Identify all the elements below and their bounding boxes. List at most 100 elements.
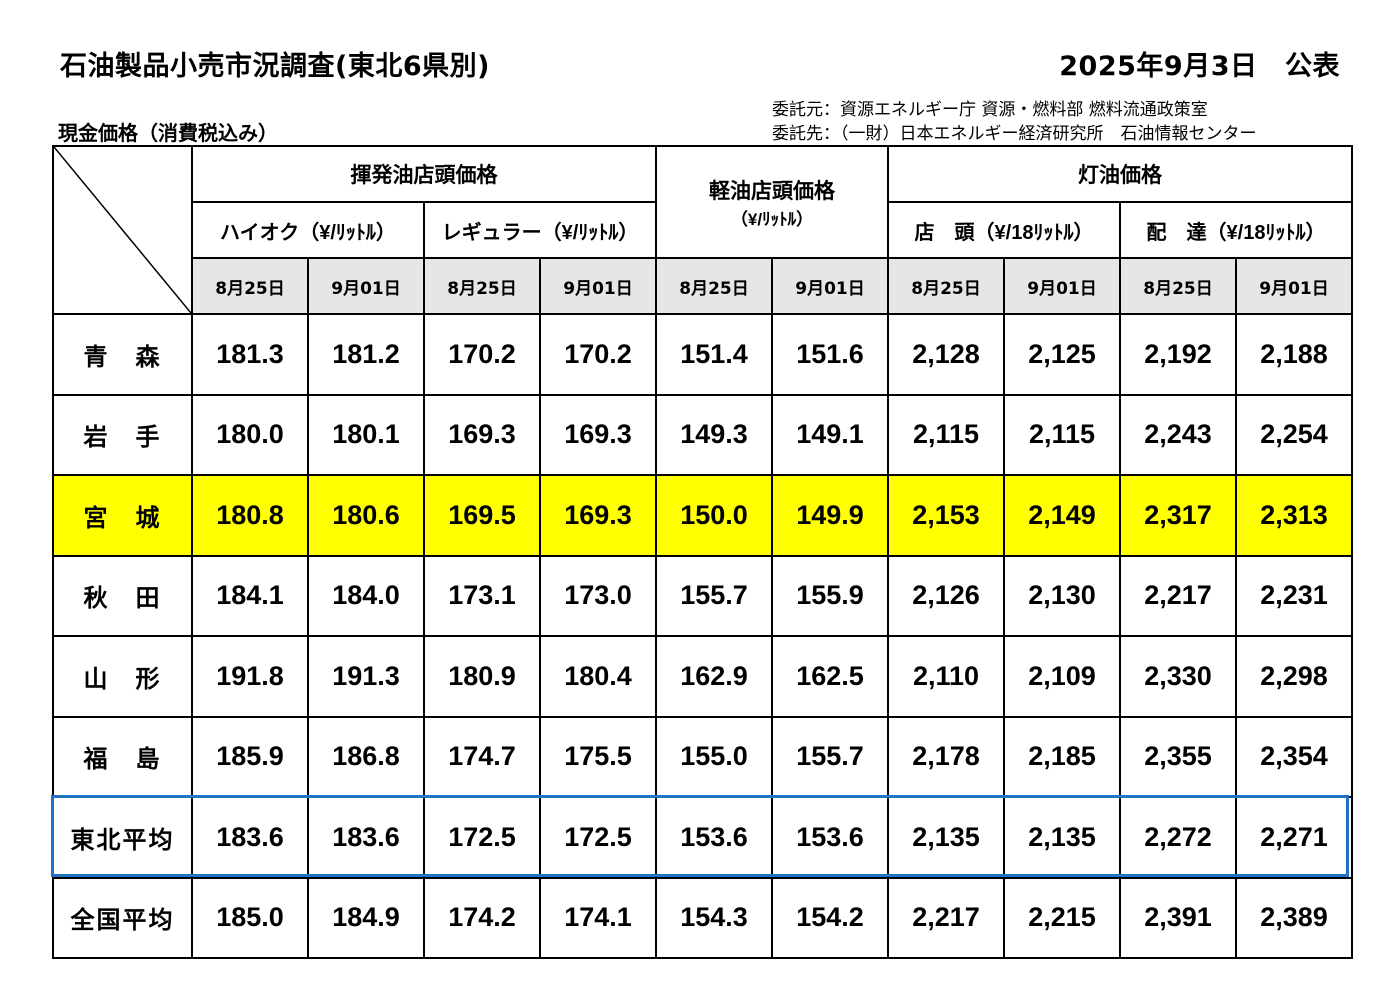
gasoline-group-header: 揮発油店頭価格: [191, 145, 657, 203]
high-octane-header: ハイオク（¥/ﾘｯﾄﾙ）: [191, 201, 425, 259]
price-cell: 172.5: [539, 796, 657, 879]
price-cell: 155.0: [655, 715, 773, 798]
table-row: 東北平均 183.6 183.6 172.5 172.5 153.6 153.6 2,135 2…: [52, 796, 1353, 879]
price-cell: 175.5: [539, 715, 657, 798]
price-cell: 180.0: [191, 393, 309, 476]
price-cell: 154.3: [655, 876, 773, 959]
price-cell: 2,126: [887, 554, 1005, 637]
price-cell: 180.6: [307, 474, 425, 557]
price-cell: 2,215: [1003, 876, 1121, 959]
price-cell: 183.6: [307, 796, 425, 879]
price-cell: 172.5: [423, 796, 541, 879]
price-cell: 155.9: [771, 554, 889, 637]
price-cell: 191.8: [191, 635, 309, 718]
price-cell: 2,391: [1119, 876, 1237, 959]
date-header: 9月01日: [1235, 257, 1353, 315]
price-cell: 2,125: [1003, 313, 1121, 396]
price-cell: 184.9: [307, 876, 425, 959]
price-cell: 2,135: [1003, 796, 1121, 879]
price-cell: 174.2: [423, 876, 541, 959]
prefecture-name: 東北平均: [52, 796, 193, 879]
price-cell: 181.2: [307, 313, 425, 396]
kerosene-store-header: 店 頭（¥/18ﾘｯﾄﾙ）: [887, 201, 1121, 259]
table-body: 青 森 181.3 181.2 170.2 170.2 151.4 151.6 2,128 2,…: [52, 313, 1353, 959]
price-cell: 2,185: [1003, 715, 1121, 798]
prefecture-name: 青 森: [52, 313, 193, 396]
table-row: 福 島 185.9 186.8 174.7 175.5 155.0 155.7 2,178 2,…: [52, 715, 1353, 798]
price-basis-label: 現金価格（消費税込み）: [58, 121, 278, 145]
table-row: 岩 手 180.0 180.1 169.3 169.3 149.3 149.1 2,115 2,…: [52, 393, 1353, 476]
price-cell: 2,109: [1003, 635, 1121, 718]
kerosene-delivery-header: 配 達（¥/18ﾘｯﾄﾙ）: [1119, 201, 1353, 259]
price-cell: 2,110: [887, 635, 1005, 718]
price-cell: 184.0: [307, 554, 425, 637]
price-cell: 180.4: [539, 635, 657, 718]
price-cell: 2,149: [1003, 474, 1121, 557]
price-cell: 2,271: [1235, 796, 1353, 879]
price-cell: 2,130: [1003, 554, 1121, 637]
price-cell: 2,355: [1119, 715, 1237, 798]
price-cell: 169.3: [539, 393, 657, 476]
price-cell: 185.9: [191, 715, 309, 798]
date-header: 8月25日: [191, 257, 309, 315]
price-cell: 169.3: [539, 474, 657, 557]
price-cell: 150.0: [655, 474, 773, 557]
date-header: 9月01日: [307, 257, 425, 315]
price-cell: 2,192: [1119, 313, 1237, 396]
prefecture-name: 福 島: [52, 715, 193, 798]
price-cell: 2,115: [887, 393, 1005, 476]
date-header: 8月25日: [423, 257, 541, 315]
price-cell: 180.9: [423, 635, 541, 718]
price-cell: 170.2: [539, 313, 657, 396]
price-cell: 2,135: [887, 796, 1005, 879]
price-cell: 2,115: [1003, 393, 1121, 476]
price-cell: 149.3: [655, 393, 773, 476]
price-cell: 149.1: [771, 393, 889, 476]
kerosene-group-header: 灯油価格: [887, 145, 1353, 203]
regular-header: レギュラー（¥/ﾘｯﾄﾙ）: [423, 201, 657, 259]
price-cell: 2,272: [1119, 796, 1237, 879]
date-header: 8月25日: [887, 257, 1005, 315]
table-row: 全国平均 185.0 184.9 174.2 174.1 154.3 154.2 2,217 2…: [52, 876, 1353, 959]
price-cell: 155.7: [655, 554, 773, 637]
price-cell: 173.1: [423, 554, 541, 637]
price-cell: 2,313: [1235, 474, 1353, 557]
price-cell: 155.7: [771, 715, 889, 798]
diesel-header-unit: （¥/ﾘｯﾄﾙ）: [730, 209, 814, 229]
table-row: 青 森 181.3 181.2 170.2 170.2 151.4 151.6 2,128 2,…: [52, 313, 1353, 396]
table-row: 山 形 191.8 191.3 180.9 180.4 162.9 162.5 2,110 2,…: [52, 635, 1353, 718]
table-row: 秋 田 184.1 184.0 173.1 173.0 155.7 155.9 2,126 2,…: [52, 554, 1353, 637]
date-header: 9月01日: [771, 257, 889, 315]
price-cell: 2,153: [887, 474, 1005, 557]
price-cell: 151.4: [655, 313, 773, 396]
prefecture-name: 全国平均: [52, 876, 193, 959]
price-cell: 162.5: [771, 635, 889, 718]
prefecture-name: 岩 手: [52, 393, 193, 476]
date-header: 8月25日: [655, 257, 773, 315]
date-header: 9月01日: [539, 257, 657, 315]
price-cell: 2,243: [1119, 393, 1237, 476]
price-cell: 191.3: [307, 635, 425, 718]
table-row: 宮 城 180.8 180.6 169.5 169.3 150.0 149.9 2,153 2,…: [52, 474, 1353, 557]
price-cell: 169.5: [423, 474, 541, 557]
price-cell: 183.6: [191, 796, 309, 879]
price-cell: 2,317: [1119, 474, 1237, 557]
price-cell: 2,188: [1235, 313, 1353, 396]
price-cell: 186.8: [307, 715, 425, 798]
diagonal-line: [54, 147, 191, 313]
prefecture-name: 秋 田: [52, 554, 193, 637]
price-cell: 180.1: [307, 393, 425, 476]
price-cell: 2,217: [1119, 554, 1237, 637]
price-cell: 2,389: [1235, 876, 1353, 959]
date-header: 8月25日: [1119, 257, 1237, 315]
price-cell: 154.2: [771, 876, 889, 959]
price-cell: 169.3: [423, 393, 541, 476]
price-cell: 185.0: [191, 876, 309, 959]
diesel-header-label: 軽油店頭価格: [709, 179, 835, 203]
price-cell: 149.9: [771, 474, 889, 557]
price-cell: 170.2: [423, 313, 541, 396]
price-cell: 174.7: [423, 715, 541, 798]
price-cell: 2,178: [887, 715, 1005, 798]
price-cell: 2,217: [887, 876, 1005, 959]
price-cell: 180.8: [191, 474, 309, 557]
